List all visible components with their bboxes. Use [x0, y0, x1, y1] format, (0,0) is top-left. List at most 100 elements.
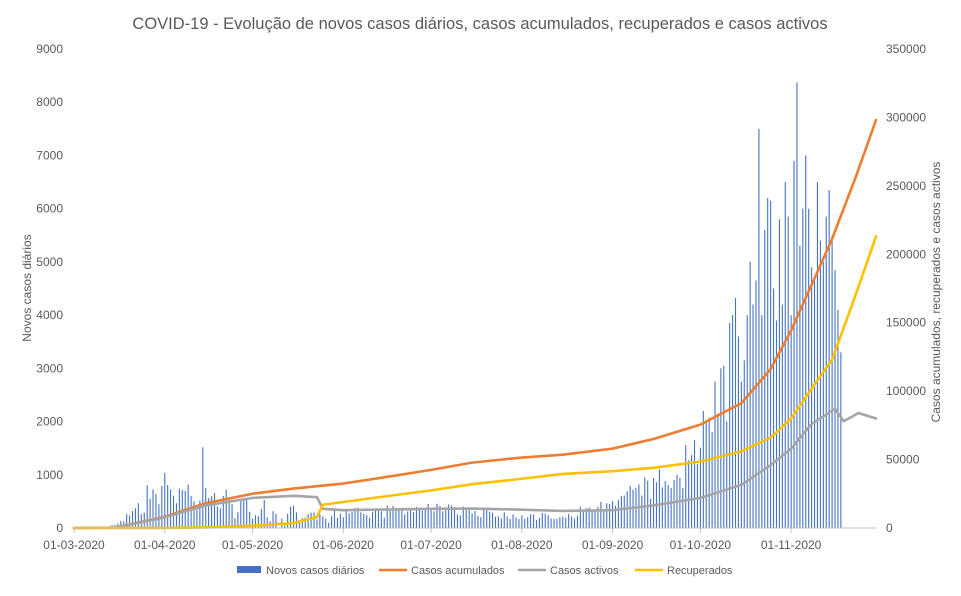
bar: [834, 270, 835, 528]
bar: [486, 509, 487, 528]
legend-label: Casos acumulados: [411, 565, 505, 577]
bar: [556, 519, 557, 528]
bar: [495, 517, 496, 528]
bar: [583, 512, 584, 528]
x-tick-label: 01-06-2020: [313, 538, 375, 552]
x-tick-label: 01-04-2020: [134, 538, 196, 552]
bar: [515, 517, 516, 528]
bar: [196, 509, 197, 528]
bar: [776, 320, 777, 528]
bar: [337, 518, 338, 528]
bar: [738, 336, 739, 528]
bar: [395, 511, 396, 528]
bar: [193, 501, 194, 528]
bar: [679, 478, 680, 528]
bar: [571, 517, 572, 528]
bar: [577, 516, 578, 528]
bar: [779, 219, 780, 528]
bar: [334, 509, 335, 528]
bar: [182, 490, 183, 528]
bar: [548, 515, 549, 528]
bar: [369, 518, 370, 528]
bar: [826, 217, 827, 528]
bar: [592, 511, 593, 528]
bar: [829, 190, 830, 528]
bar: [507, 517, 508, 528]
bar: [176, 503, 177, 528]
bar: [712, 432, 713, 528]
bar: [372, 512, 373, 528]
y-right-tick-label: 200000: [886, 247, 926, 261]
bar: [650, 499, 651, 528]
bar: [744, 360, 745, 528]
bar: [761, 315, 762, 528]
bar: [483, 510, 484, 528]
bar: [155, 494, 156, 528]
bar: [138, 503, 139, 528]
bar: [820, 241, 821, 528]
bar: [419, 508, 420, 528]
bar: [621, 496, 622, 528]
bar: [600, 502, 601, 528]
bar: [717, 414, 718, 528]
bar: [340, 514, 341, 528]
bar: [445, 510, 446, 528]
bar: [232, 504, 233, 528]
bar: [770, 201, 771, 528]
bar: [753, 304, 754, 528]
bar: [574, 518, 575, 528]
bar: [551, 519, 552, 528]
x-tick-label: 01-08-2020: [491, 538, 553, 552]
bar: [360, 512, 361, 528]
bar: [832, 235, 833, 528]
y-left-tick-label: 8000: [36, 95, 63, 109]
bar: [562, 517, 563, 529]
bar: [173, 496, 174, 528]
y-left-tick-label: 0: [56, 521, 63, 535]
bar: [220, 508, 221, 528]
bar: [609, 504, 610, 528]
bar: [311, 513, 312, 528]
bar: [431, 510, 432, 528]
bar: [553, 519, 554, 528]
bar: [808, 209, 809, 528]
y-right-tick-label: 300000: [886, 110, 926, 124]
bar: [454, 507, 455, 528]
bar: [170, 489, 171, 528]
y-right-tick-label: 50000: [886, 453, 920, 467]
bar: [346, 509, 347, 528]
bar: [363, 514, 364, 528]
bar: [433, 511, 434, 528]
bar: [316, 519, 317, 528]
y-left-tick-label: 2000: [36, 415, 63, 429]
bar: [747, 315, 748, 528]
bar: [217, 506, 218, 528]
bar: [331, 516, 332, 528]
bar: [697, 464, 698, 528]
bar: [498, 516, 499, 528]
bar: [811, 267, 812, 528]
y-right-tick-label: 250000: [886, 179, 926, 193]
bar: [398, 509, 399, 528]
y-left-tick-label: 3000: [36, 361, 63, 375]
bar: [673, 480, 674, 528]
bar: [293, 506, 294, 528]
y-left-tick-label: 1000: [36, 468, 63, 482]
bar: [720, 368, 721, 528]
bar: [805, 155, 806, 528]
bar: [132, 511, 133, 528]
bar: [659, 469, 660, 528]
bar: [366, 515, 367, 528]
x-tick-label: 01-11-2020: [761, 538, 822, 552]
bar: [533, 515, 534, 528]
bar: [785, 182, 786, 528]
legend-swatch: [237, 566, 261, 573]
bar: [164, 473, 165, 528]
bar: [521, 515, 522, 528]
bar: [594, 510, 595, 528]
bar: [319, 514, 320, 528]
bar: [179, 489, 180, 528]
bar: [840, 352, 841, 528]
